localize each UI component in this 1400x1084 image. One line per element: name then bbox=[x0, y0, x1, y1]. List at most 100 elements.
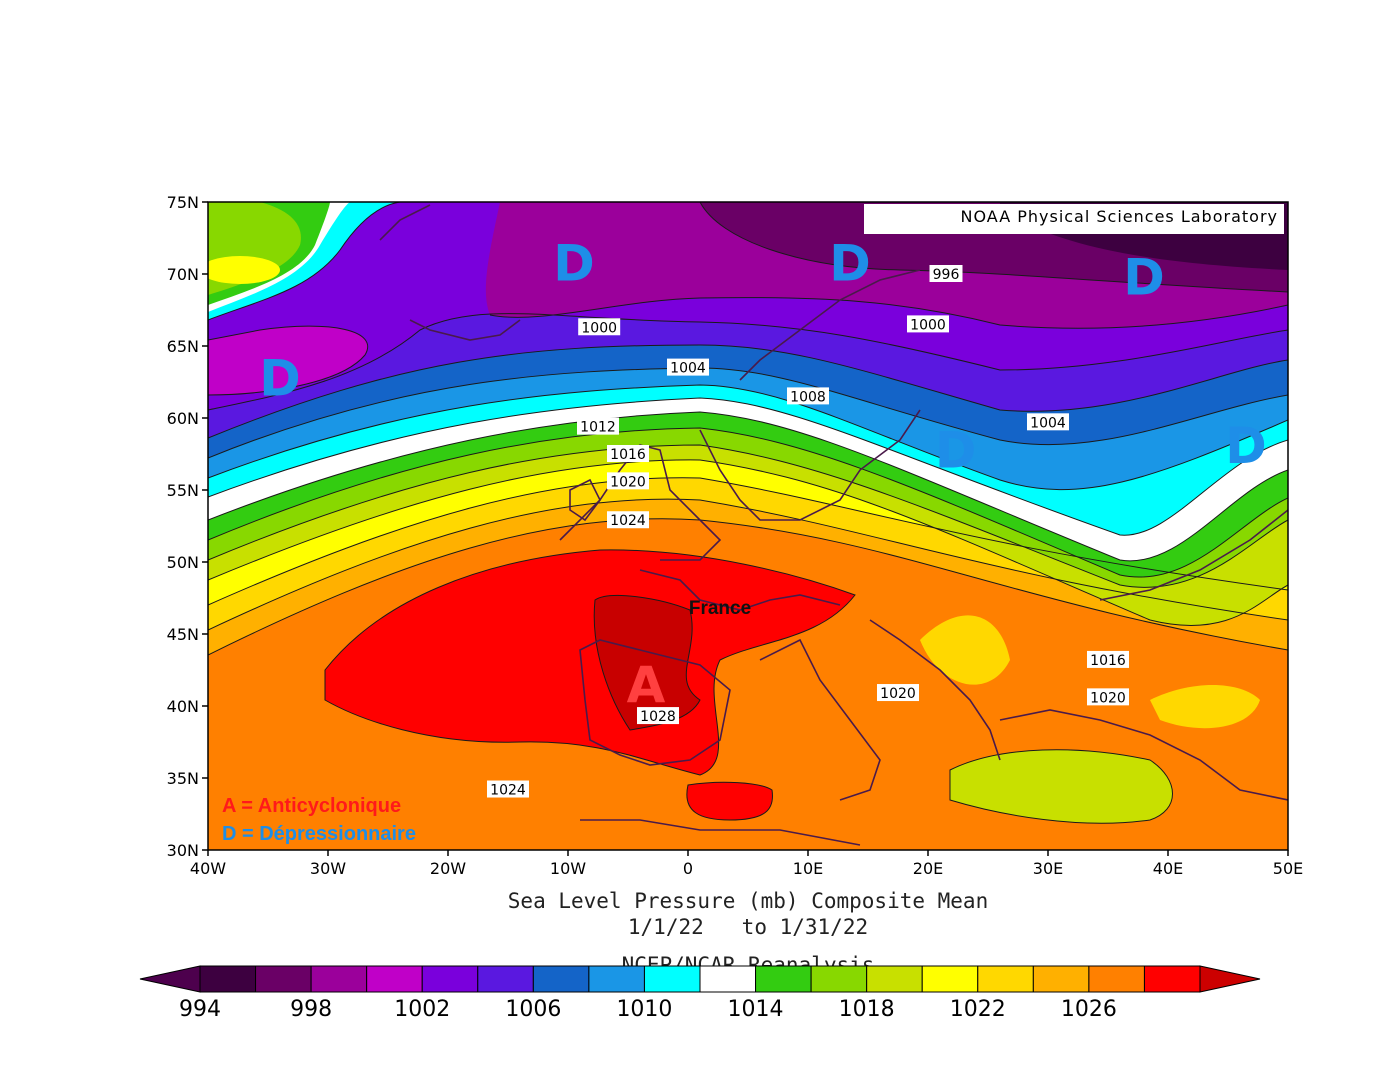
isobar-label-box bbox=[929, 265, 963, 282]
isobar-label: 1020 bbox=[1087, 688, 1129, 706]
isobar-label: 1020 bbox=[607, 472, 649, 490]
map-frame bbox=[207, 201, 1289, 851]
colorbar-swatch bbox=[755, 965, 812, 993]
isobar-label-box bbox=[1027, 413, 1069, 431]
isobar-label-text: 1016 bbox=[1090, 653, 1126, 669]
isobar-label-text: 996 bbox=[933, 267, 960, 283]
colorbar-swatch bbox=[977, 965, 1034, 993]
colorbar-swatch bbox=[1088, 965, 1145, 993]
isobar-label-text: 1004 bbox=[670, 361, 706, 377]
isobar-label-text: 1016 bbox=[610, 447, 646, 463]
lon-tick-label: 20E bbox=[913, 859, 943, 878]
colorbar-swatch bbox=[866, 965, 923, 993]
isobar-label-box bbox=[607, 445, 649, 462]
coastlines bbox=[379, 204, 1288, 846]
isobar-label-text: 1020 bbox=[610, 474, 646, 490]
colorbar-swatch bbox=[477, 965, 534, 993]
isobar-label: 1024 bbox=[607, 511, 649, 529]
lat-tick-label: 45N bbox=[167, 625, 199, 644]
isobar-label-text: 1028 bbox=[640, 709, 676, 725]
lon-tick-label: 30W bbox=[310, 859, 346, 878]
colorbar-label: 1022 bbox=[950, 997, 1006, 1022]
map-panel: NOAA Physical Sciences Laboratory 996 100… bbox=[208, 202, 1288, 850]
isobar-label: 1000 bbox=[907, 315, 949, 333]
isobar-labels: 996 1000 1000 1004 1004 1008 1012 1016 1020 1024 1… bbox=[487, 265, 1129, 799]
colorbar-label: 994 bbox=[179, 997, 221, 1022]
colorbar-high-arrow bbox=[1199, 965, 1261, 993]
lat-tick-label: 60N bbox=[167, 409, 199, 428]
lat-tick-label: 65N bbox=[167, 337, 199, 356]
country-label-france: France bbox=[689, 598, 751, 619]
colorbar-swatch bbox=[1143, 965, 1201, 993]
isobar-label-text: 1024 bbox=[610, 513, 646, 529]
colorbar-label: 1010 bbox=[616, 997, 672, 1022]
colorbar-swatch bbox=[199, 965, 257, 993]
colorbar-low-arrow bbox=[139, 965, 201, 993]
colorbar: 994 998 1002 1006 1010 1014 1018 1022 1026 bbox=[139, 965, 1261, 1022]
isobar-label-text: 1004 bbox=[1030, 415, 1066, 431]
isobar-label-box bbox=[1087, 688, 1129, 706]
credit-text: NOAA Physical Sciences Laboratory bbox=[961, 207, 1278, 226]
isobar-label-box bbox=[607, 472, 649, 490]
isobar-label-box bbox=[607, 511, 649, 529]
isobar-label-box bbox=[577, 417, 619, 435]
pressure-bands bbox=[208, 202, 1288, 850]
isobar-label: 1000 bbox=[578, 318, 621, 336]
isobar-label-text: 1024 bbox=[490, 783, 526, 799]
isobar-label-text: 1020 bbox=[880, 686, 916, 702]
isobar-label-box bbox=[787, 387, 829, 405]
isobar-lines bbox=[208, 202, 1288, 824]
lon-tick-label: 20W bbox=[430, 859, 466, 878]
isobar-label: 996 bbox=[929, 265, 963, 283]
isobar-label: 1020 bbox=[877, 684, 919, 702]
isobar-label: 1004 bbox=[1027, 413, 1069, 431]
lon-tick-label: 10W bbox=[550, 859, 586, 878]
caption-dates: 1/1/22 to 1/31/22 bbox=[628, 915, 868, 939]
colorbar-label: 1018 bbox=[839, 997, 895, 1022]
low-pressure-marker: D bbox=[553, 234, 595, 292]
colorbar-swatch bbox=[1032, 965, 1090, 993]
isobar-label-box bbox=[1087, 650, 1129, 668]
lon-tick-label: 0 bbox=[683, 859, 693, 878]
colorbar-swatch bbox=[310, 965, 368, 993]
colorbar-swatch bbox=[643, 965, 701, 993]
low-pressure-marker: D bbox=[259, 350, 301, 408]
low-pressure-marker: D bbox=[1225, 417, 1267, 475]
lat-tick-label: 40N bbox=[167, 697, 199, 716]
lat-tick-label: 35N bbox=[167, 769, 199, 788]
colorbar-label: 1002 bbox=[394, 997, 450, 1022]
colorbar-swatch bbox=[366, 965, 423, 993]
high-pressure-marker: A bbox=[627, 656, 666, 714]
isobar-label-text: 1008 bbox=[790, 389, 826, 405]
isobar-label-box bbox=[637, 707, 679, 725]
colorbar-swatch bbox=[532, 965, 590, 993]
isobar-label-text: 1000 bbox=[581, 320, 617, 336]
isobar-label: 1028 bbox=[637, 707, 679, 725]
low-pressure-marker: D bbox=[829, 234, 871, 292]
map-legend: A = Anticyclonique D = Dépressionnaire bbox=[222, 795, 416, 845]
lon-tick-label: 50E bbox=[1273, 859, 1303, 878]
lat-tick-label: 30N bbox=[167, 841, 199, 860]
credit-box: NOAA Physical Sciences Laboratory bbox=[864, 204, 1284, 234]
isobar-label: 1004 bbox=[667, 358, 709, 377]
lon-tick-label: 30E bbox=[1033, 859, 1063, 878]
isobar-label-box bbox=[907, 315, 949, 333]
colorbar-label: 998 bbox=[290, 997, 332, 1022]
lon-tick-label: 40W bbox=[190, 859, 226, 878]
isobar-label-box bbox=[487, 780, 529, 798]
colorbar-label: 1014 bbox=[728, 997, 784, 1022]
isobar-label: 1016 bbox=[607, 445, 649, 463]
isobar-label: 1008 bbox=[787, 387, 829, 405]
isobar-label-text: 1020 bbox=[1090, 690, 1126, 706]
lat-tick-label: 75N bbox=[167, 193, 199, 212]
lon-tick-label: 40E bbox=[1153, 859, 1183, 878]
colorbar-label: 1026 bbox=[1061, 997, 1117, 1022]
legend-depression: D = Dépressionnaire bbox=[222, 823, 416, 845]
colorbar-label: 1006 bbox=[505, 997, 561, 1022]
colorbar-swatch bbox=[588, 965, 645, 993]
isobar-label: 1024 bbox=[487, 780, 529, 799]
lat-tick-label: 50N bbox=[167, 553, 199, 572]
low-pressure-marker: D bbox=[935, 422, 977, 480]
